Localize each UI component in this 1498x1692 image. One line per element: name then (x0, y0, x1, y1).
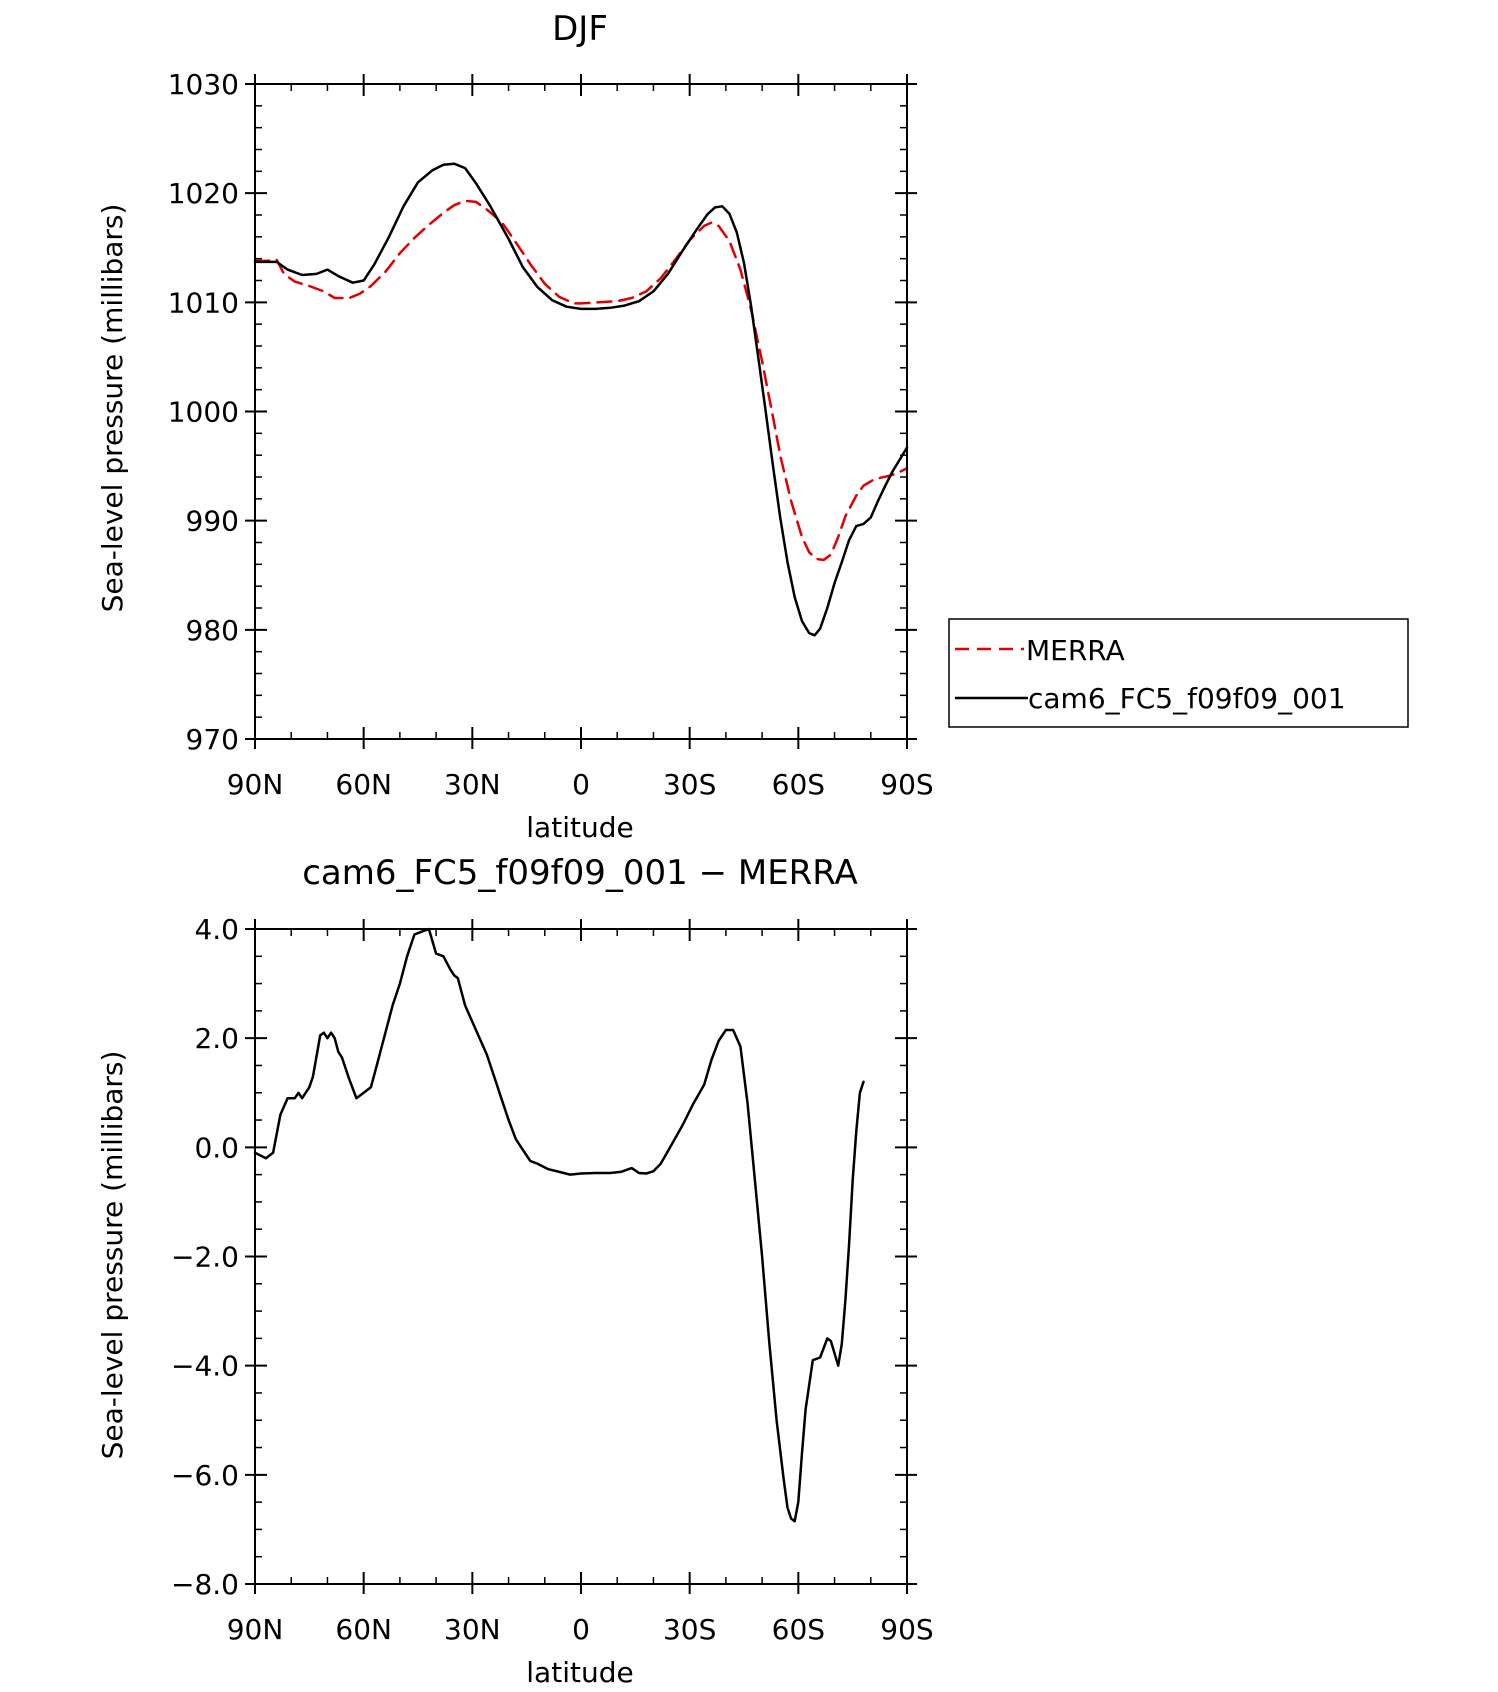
top-x-tick-label: 30N (444, 768, 501, 801)
bottom-y-tick-label: 0.0 (194, 1131, 239, 1164)
top-x-tick-label: 0 (572, 768, 590, 801)
top-y-tick-label: 1000 (168, 396, 239, 429)
bottom-x-tick-label: 30N (444, 1613, 501, 1646)
bottom-x-tick-label: 60N (335, 1613, 392, 1646)
top-series (253, 162, 909, 637)
bottom-x-tick-label: 30S (663, 1613, 716, 1646)
top-ticks (245, 74, 917, 749)
bottom-panel: cam6_FC5_f09f09_001 − MERRA latitude Sea… (96, 853, 934, 1689)
bottom-x-axis-label: latitude (526, 1656, 633, 1688)
legend-label-merra: MERRA (1026, 634, 1125, 667)
bottom-series (253, 927, 865, 1523)
legend-label-cam6: cam6_FC5_f09f09_001 (1028, 682, 1346, 715)
top-y-tick-label: 1030 (168, 68, 239, 101)
bottom-x-tick-label: 90S (880, 1613, 933, 1646)
top-x-tick-label: 30S (663, 768, 716, 801)
top-plot-frame (254, 83, 908, 740)
bottom-y-tick-label: 4.0 (194, 913, 239, 946)
legend: MERRA cam6_FC5_f09f09_001 (948, 618, 1409, 728)
top-tick-labels: 90N 60N 30N 0 30S 60S 90S 970 980 990 1000 1010 1020… (168, 68, 934, 801)
bottom-y-axis-label: Sea-level pressure (millibars) (96, 1051, 129, 1460)
bottom-plot-frame (254, 928, 908, 1585)
bottom-tick-labels: 90N 60N 30N 0 30S 60S 90S −8.0 −6.0 −4.0 −2.0 0.0 2.… (171, 913, 934, 1646)
top-chart-title: DJF (552, 9, 608, 49)
top-y-tick-label: 990 (186, 505, 239, 538)
top-y-tick-label: 1020 (168, 177, 239, 210)
top-x-tick-label: 60S (772, 768, 825, 801)
top-y-axis-label: Sea-level pressure (millibars) (96, 204, 129, 613)
bottom-y-tick-label: −8.0 (171, 1568, 239, 1601)
top-y-tick-label: 970 (186, 723, 239, 756)
top-series-line-merra (253, 199, 909, 562)
top-x-tick-label: 90N (227, 768, 284, 801)
bottom-x-tick-label: 90N (227, 1613, 284, 1646)
top-x-tick-label: 60N (335, 768, 392, 801)
bottom-x-tick-label: 0 (572, 1613, 590, 1646)
legend-box (948, 618, 1409, 728)
top-y-tick-label: 980 (186, 614, 239, 647)
bottom-y-tick-label: 2.0 (194, 1022, 239, 1055)
top-x-axis-label: latitude (526, 811, 633, 844)
bottom-y-tick-label: −6.0 (171, 1459, 239, 1492)
bottom-series-line-difference (253, 927, 865, 1523)
bottom-y-tick-label: −4.0 (171, 1350, 239, 1383)
bottom-y-tick-label: −2.0 (171, 1241, 239, 1274)
top-y-tick-label: 1010 (168, 286, 239, 319)
bottom-x-tick-label: 60S (772, 1613, 825, 1646)
bottom-chart-title: cam6_FC5_f09f09_001 − MERRA (302, 853, 858, 893)
bottom-ticks (245, 919, 917, 1594)
top-x-tick-label: 90S (880, 768, 933, 801)
top-panel: DJF latitude Sea-level pressure (milliba… (96, 9, 934, 844)
top-series-line-cam6-fc5-f09f09-001 (253, 162, 909, 637)
